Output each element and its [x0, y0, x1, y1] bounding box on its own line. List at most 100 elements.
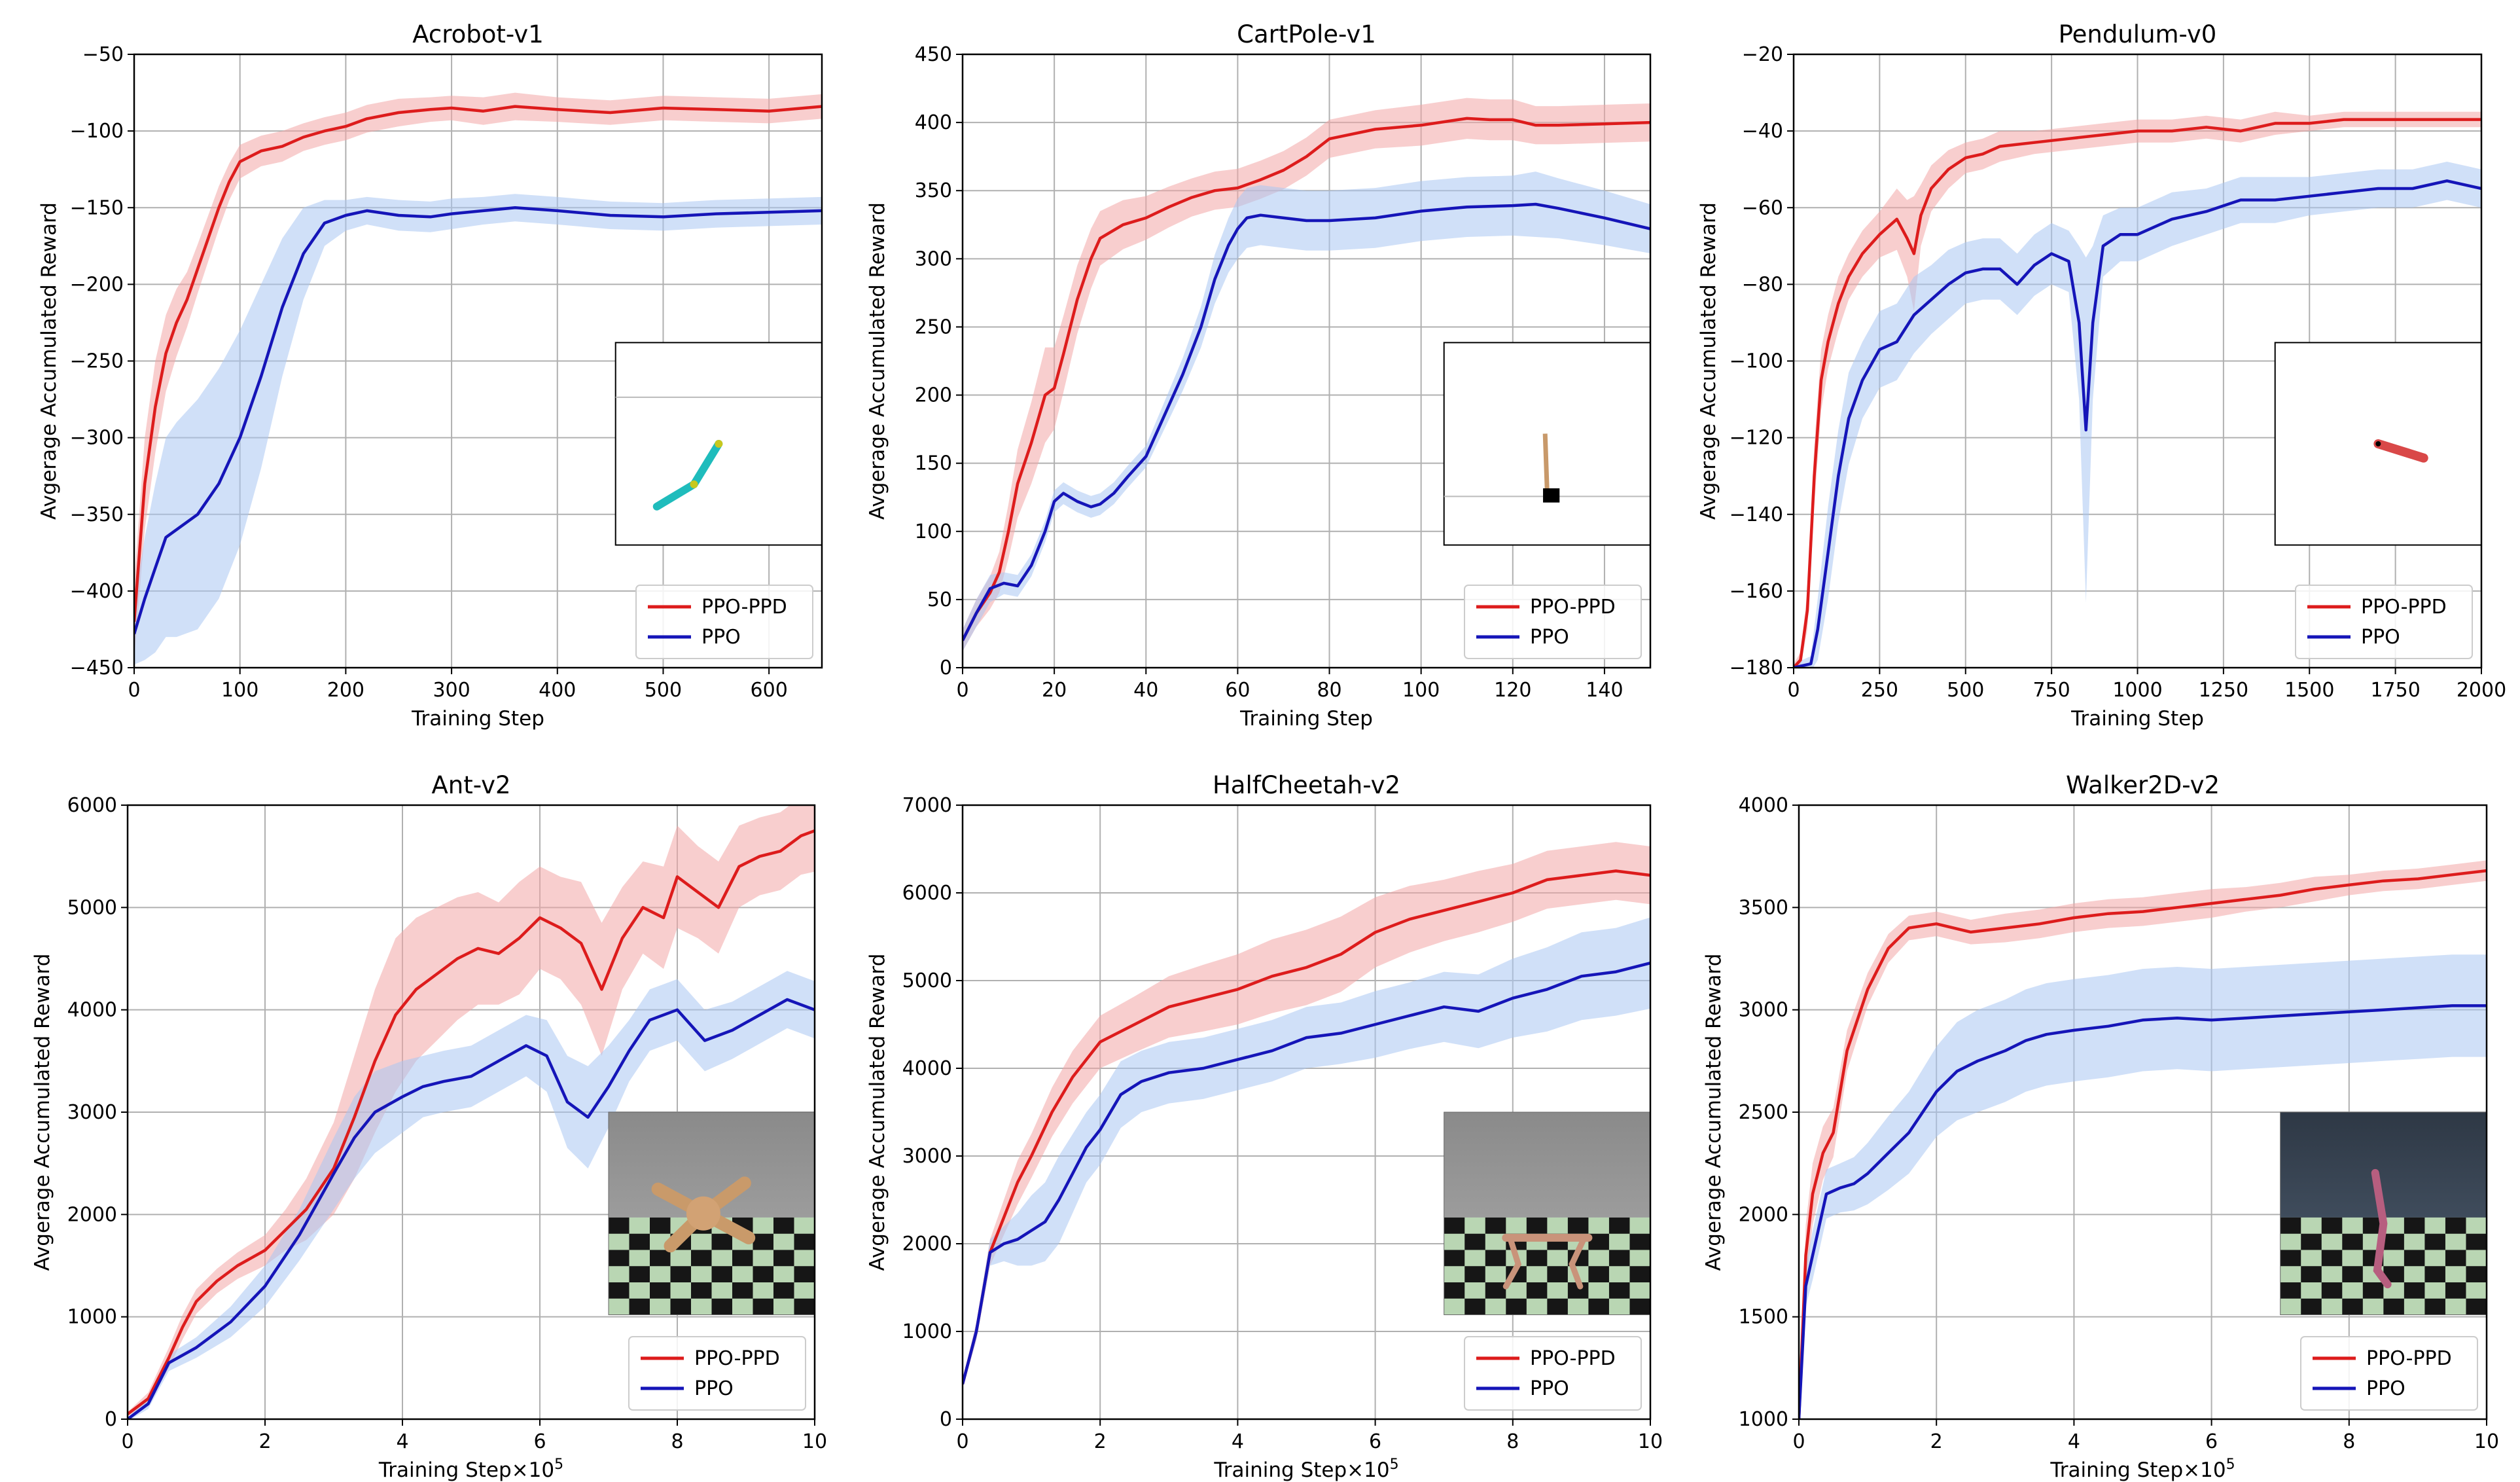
- axes-frame: [961, 804, 1652, 1420]
- x-tick-label: 0: [1787, 679, 1800, 702]
- chart-panel-4: 0 2 4 6 8 10 0 1000 2000 3000 4000 5000 6000 Ant-v2 Tr…: [31, 771, 827, 1482]
- y-tick-label: −80: [1742, 273, 1783, 296]
- x-tick-label: 140: [1586, 679, 1623, 702]
- legend: PPO-PPD PPO: [628, 1336, 806, 1411]
- y-tick-label: −20: [1742, 43, 1783, 66]
- x-tick-label: 100: [221, 679, 258, 702]
- y-tick-label: 3000: [902, 1145, 952, 1168]
- x-tick-label: 0: [956, 679, 968, 702]
- y-tick-label: 4000: [902, 1057, 952, 1080]
- y-tick-label: 2000: [1739, 1203, 1788, 1226]
- y-tick-label: 150: [915, 452, 952, 475]
- x-tick-label: 0: [956, 1430, 968, 1453]
- acrobot-inset-image: [614, 342, 823, 546]
- x-axis-label-exponent: 5: [554, 1456, 563, 1473]
- y-tick-label: −250: [70, 350, 124, 373]
- chart-title: HalfCheetah-v2: [1213, 771, 1400, 799]
- legend: PPO-PPD PPO: [1464, 1336, 1642, 1411]
- chart-title: Walker2D-v2: [2066, 771, 2220, 799]
- plot-area: [963, 842, 1650, 1389]
- ant-body: [686, 1196, 720, 1231]
- x-tick-label: 1250: [2199, 679, 2248, 702]
- x-axis-label-text: Training Step×10: [1213, 1458, 1389, 1482]
- x-tick-label: 0: [1792, 1430, 1805, 1453]
- legend-label-ppo: PPO: [2361, 626, 2400, 649]
- y-tick-label: 5000: [67, 896, 117, 919]
- x-axis-label: Training Step×105: [2050, 1456, 2235, 1482]
- chart-title: Acrobot-v1: [412, 20, 543, 48]
- y-tick-label: 3500: [1739, 896, 1788, 919]
- x-tick-label: 10: [802, 1430, 827, 1453]
- x-tick-label: 250: [1861, 679, 1898, 702]
- x-axis-label-text: Training Step: [2070, 707, 2204, 731]
- legend: PPO-PPD PPO: [635, 585, 813, 659]
- x-tick-label: 100: [1402, 679, 1440, 702]
- chart-panel-2: 0 20 40 60 80 100 120 140 0 50 100 150 200 250 300 350 4…: [866, 20, 1652, 731]
- x-axis-label: Training Step: [2070, 707, 2204, 731]
- plot-area: [963, 98, 1650, 652]
- x-tick-label: 1500: [2284, 679, 2334, 702]
- legend-label-ppo: PPO: [694, 1377, 734, 1400]
- legend-box: [635, 585, 813, 659]
- y-tick-label: −120: [1730, 427, 1783, 450]
- y-tick-label: −50: [82, 43, 124, 66]
- x-tick-label: 2: [258, 1430, 271, 1453]
- x-axis-label: Training Step×105: [378, 1456, 563, 1482]
- pendulum-rod: [2373, 439, 2428, 463]
- legend-label-ppo-ppd: PPO-PPD: [1530, 596, 1616, 619]
- x-tick-label: 1000: [2112, 679, 2162, 702]
- y-tick-label: 3000: [67, 1101, 117, 1124]
- y-tick-label: 3000: [1739, 999, 1788, 1022]
- acrobot-tip: [715, 439, 723, 448]
- y-tick-label: 100: [915, 520, 952, 543]
- x-tick-label: 60: [1225, 679, 1250, 702]
- plot-area: [1799, 860, 2487, 1419]
- acrobot-link-1: [652, 480, 698, 511]
- series-line-ppo-ppd: [128, 829, 815, 1416]
- y-tick-label: −350: [70, 503, 124, 526]
- y-tick-label: −100: [70, 120, 124, 143]
- legend-label-ppo-ppd: PPO-PPD: [2366, 1347, 2452, 1370]
- legend-box: [2295, 585, 2473, 659]
- y-tick-label: 300: [915, 247, 952, 270]
- x-tick-label: 200: [327, 679, 364, 702]
- y-tick-label: 400: [915, 111, 952, 134]
- y-tick-label: 6000: [902, 882, 952, 905]
- y-tick-label: 1000: [1739, 1408, 1788, 1431]
- x-tick-label: 6: [533, 1430, 546, 1453]
- cheetah-front-leg: [1569, 1235, 1588, 1290]
- series-band-ppo-ppd: [128, 805, 815, 1417]
- series-band-ppo: [963, 917, 1650, 1389]
- chart-panel-3: 0 250 500 750 1000 1250 1500 1750 2000 −180 −160 −1…: [1697, 20, 2506, 731]
- x-tick-label: 4: [396, 1430, 408, 1453]
- y-tick-label: 350: [915, 179, 952, 202]
- inset-sky: [1444, 1112, 1650, 1218]
- legend-label-ppo-ppd: PPO-PPD: [694, 1347, 780, 1370]
- series-line-ppo: [963, 202, 1650, 642]
- x-axis-label-text: Training Step: [1239, 707, 1373, 731]
- x-tick-label: 120: [1494, 679, 1531, 702]
- legend-label-ppo: PPO: [2366, 1377, 2405, 1400]
- x-axis-label: Training Step: [1239, 707, 1373, 731]
- series-line-ppo: [963, 962, 1650, 1384]
- y-tick-label: −100: [1730, 350, 1783, 373]
- series-line-ppo: [1794, 179, 2481, 668]
- y-tick-label: 7000: [902, 794, 952, 817]
- legend-box: [628, 1336, 806, 1411]
- series-line-ppo-ppd: [963, 869, 1650, 1384]
- legend: PPO-PPD PPO: [1464, 585, 1642, 659]
- x-axis-label: Training Step×105: [1213, 1456, 1398, 1482]
- walker-body: [2371, 1168, 2392, 1289]
- legend-label-ppo-ppd: PPO-PPD: [2361, 596, 2447, 619]
- y-axis-label: Avgerage Accumulated Reward: [1697, 202, 1720, 520]
- y-tick-label: 2500: [1739, 1101, 1788, 1124]
- x-axis-label-text: Training Step×10: [2050, 1458, 2226, 1482]
- series-line-ppo-ppd: [134, 105, 822, 622]
- chart-panel-6: 0 2 4 6 8 10 1000 1500 2000 2500 3000 3500 4000 Walke…: [1702, 771, 2499, 1482]
- series-line-ppo-ppd: [1794, 118, 2481, 668]
- plot-area: [134, 92, 822, 665]
- series-line-ppo: [128, 998, 815, 1419]
- series-band-ppo: [1799, 954, 2487, 1419]
- y-axis-label: Avgerage Accumulated Reward: [31, 954, 54, 1271]
- x-axis-label-exponent: 5: [2226, 1456, 2235, 1473]
